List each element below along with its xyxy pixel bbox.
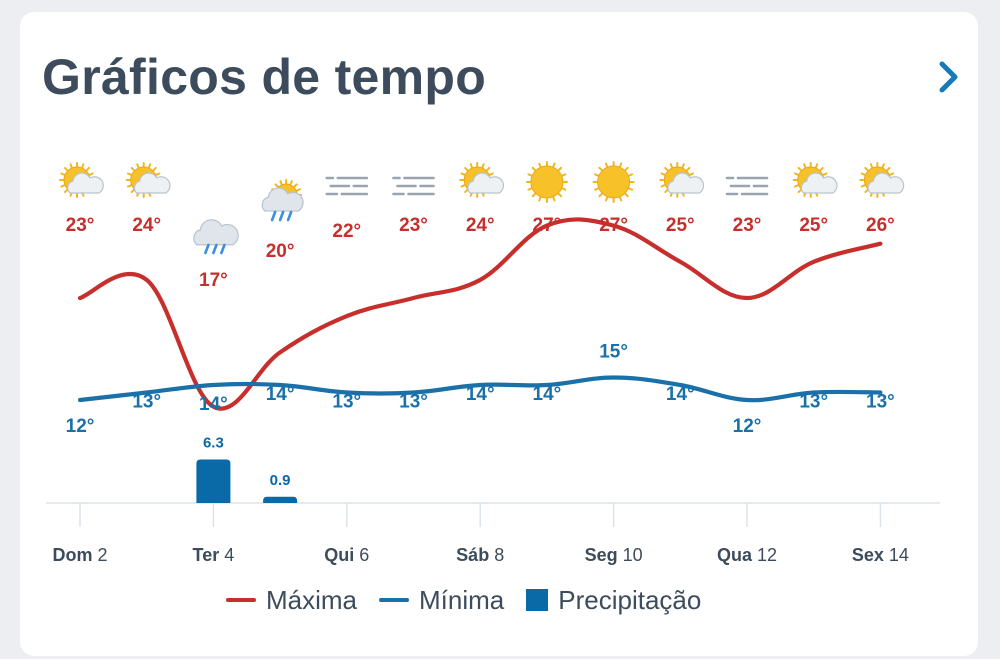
legend-swatch-precip bbox=[526, 589, 549, 611]
x-tick-label: Sex 14 bbox=[852, 545, 909, 565]
sun-icon bbox=[525, 161, 568, 203]
fog-icon bbox=[392, 176, 435, 196]
max-temp-label: 22° bbox=[332, 221, 361, 242]
chevron-right-icon[interactable] bbox=[926, 54, 972, 100]
page-title: Gráficos de tempo bbox=[42, 49, 487, 105]
max-temp-label: 23° bbox=[733, 215, 762, 236]
fog-icon bbox=[725, 176, 769, 196]
max-temp-label: 27° bbox=[599, 215, 628, 236]
min-temp-line bbox=[77, 375, 883, 403]
legend-item-min: Mínima bbox=[379, 585, 504, 616]
min-temp-label: 13° bbox=[399, 392, 428, 413]
partly-cloudy-icon bbox=[859, 162, 905, 198]
max-temp-label: 23° bbox=[399, 215, 428, 236]
max-temp-label: 17° bbox=[199, 270, 228, 291]
max-temp-line bbox=[77, 217, 883, 411]
min-temp-label: 13° bbox=[332, 392, 361, 413]
sun-icon bbox=[592, 161, 635, 203]
min-temp-label: 14° bbox=[199, 394, 228, 415]
min-temp-label: 12° bbox=[66, 416, 95, 437]
partly-cloudy-icon bbox=[59, 162, 104, 198]
precip-label: 0.9 bbox=[270, 472, 291, 489]
x-tick-label: Seg 10 bbox=[585, 545, 643, 565]
partly-cloudy-icon bbox=[125, 162, 171, 198]
min-temp-label: 15° bbox=[599, 342, 628, 363]
precip-bar bbox=[196, 459, 231, 503]
min-temp-label: 14° bbox=[466, 384, 495, 405]
max-temp-label: 25° bbox=[799, 215, 828, 236]
rain-icon bbox=[193, 219, 239, 255]
x-tick-label: Dom 2 bbox=[52, 545, 107, 565]
x-tick-label: Qua 12 bbox=[717, 545, 777, 565]
min-temp-label: 13° bbox=[866, 392, 895, 413]
precip-label: 6.3 bbox=[203, 435, 224, 452]
legend-item-precip: Precipitação bbox=[526, 585, 701, 616]
sun-rain-icon bbox=[261, 179, 304, 222]
legend-label-min: Mínima bbox=[419, 584, 505, 615]
min-temp-label: 14° bbox=[666, 384, 695, 405]
weather-charts-card: Gráficos de tempo bbox=[20, 12, 978, 656]
min-temp-label: 13° bbox=[132, 392, 161, 413]
min-temp-label: 12° bbox=[733, 416, 762, 437]
partly-cloudy-icon bbox=[459, 162, 505, 198]
max-temp-label: 23° bbox=[66, 215, 95, 236]
x-tick-label: Ter 4 bbox=[193, 545, 235, 565]
legend-label-precip: Precipitação bbox=[558, 584, 702, 615]
chart-legend: Máxima Mínima Precipitação bbox=[226, 582, 701, 618]
x-tick-label: Sáb 8 bbox=[456, 545, 504, 565]
max-temp-label: 27° bbox=[533, 215, 562, 236]
partly-cloudy-icon bbox=[659, 162, 705, 198]
legend-swatch-max bbox=[226, 598, 256, 602]
partly-cloudy-icon bbox=[792, 162, 838, 198]
precip-bar bbox=[263, 496, 298, 503]
max-temp-label: 20° bbox=[266, 241, 295, 262]
x-tick-label: Qui 6 bbox=[324, 545, 369, 565]
legend-item-max: Máxima bbox=[226, 585, 357, 616]
min-temp-label: 13° bbox=[799, 392, 828, 413]
legend-label-max: Máxima bbox=[266, 584, 358, 615]
fog-icon bbox=[325, 176, 369, 196]
max-temp-label: 25° bbox=[666, 215, 695, 236]
max-temp-label: 24° bbox=[132, 215, 161, 236]
legend-swatch-min bbox=[379, 598, 410, 602]
max-temp-label: 24° bbox=[466, 215, 495, 236]
min-temp-label: 14° bbox=[533, 384, 562, 405]
max-temp-label: 26° bbox=[866, 215, 895, 236]
min-temp-label: 14° bbox=[266, 384, 295, 405]
